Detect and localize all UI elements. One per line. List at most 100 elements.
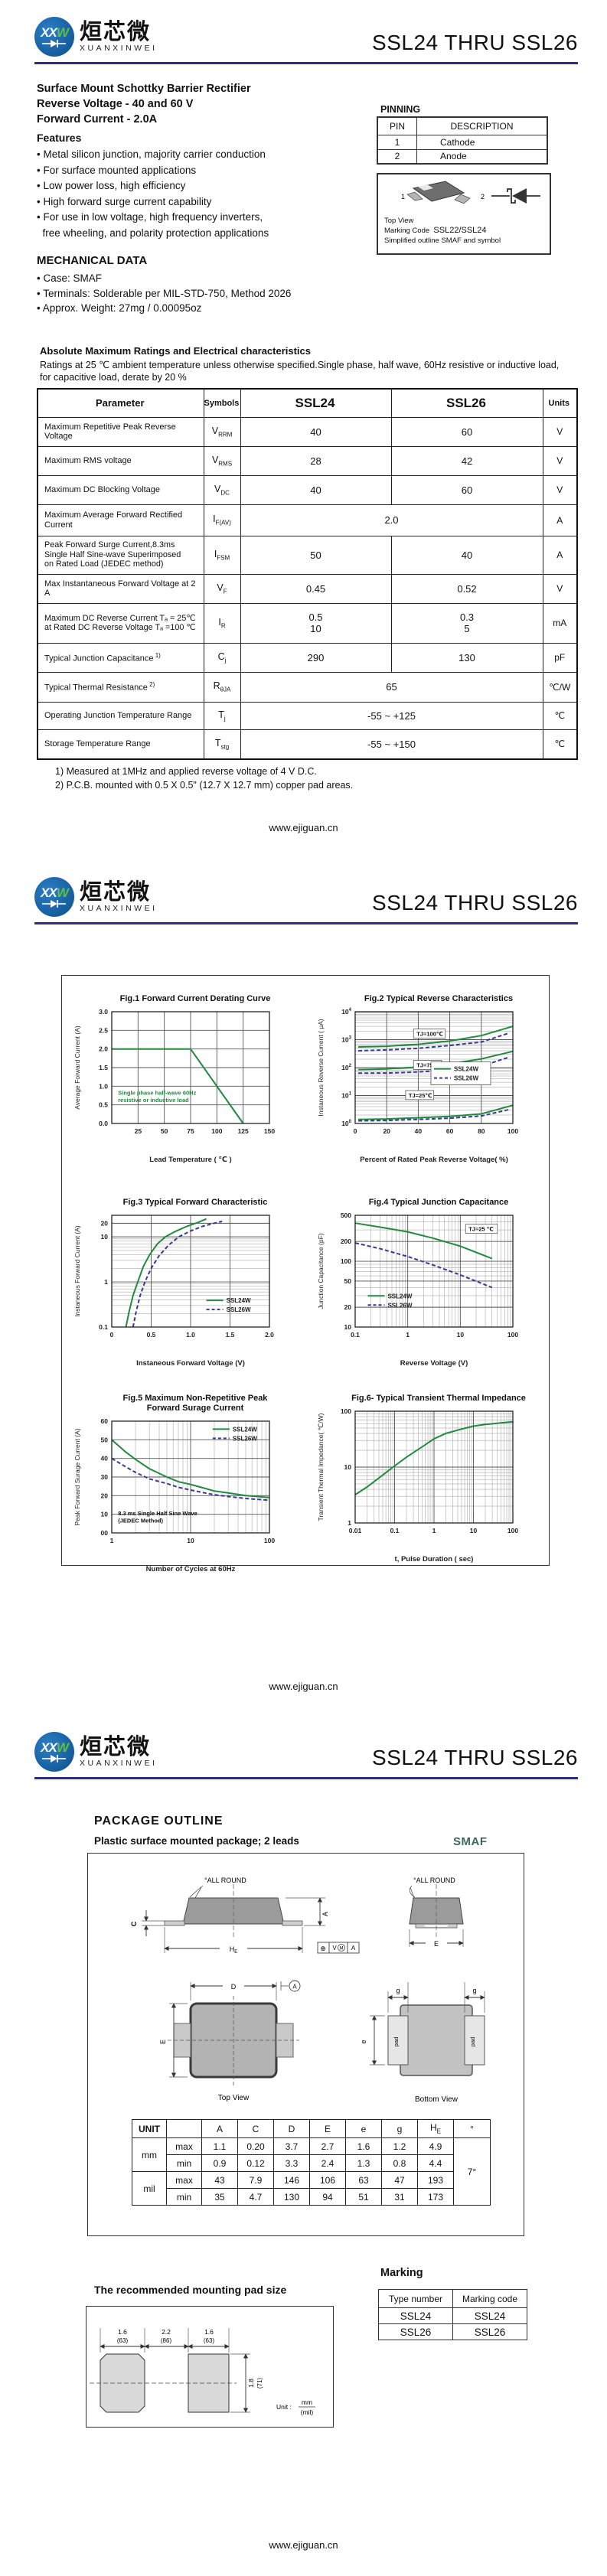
fig4-title: Fig.4 Typical Junction Capacitance (368, 1198, 509, 1207)
brand-name-en: XUANXINWEI (80, 904, 158, 914)
series-SSL24W (125, 1218, 207, 1328)
tick-label: 500 (341, 1211, 351, 1219)
tick-label: 0.5 (99, 1101, 108, 1109)
pad-unit-label: Unit : (276, 2403, 292, 2411)
dim-value-cell: 1.2 (381, 2137, 418, 2155)
diode-icon (42, 1754, 66, 1762)
value-ssl24-cell: 0.5 10 (240, 602, 392, 644)
pinning-row: 2 Anode (377, 148, 548, 165)
series-SSL24W (354, 1222, 493, 1260)
dim-subheader (166, 2119, 202, 2138)
value-ssl26-cell: 40 (390, 535, 543, 575)
mounting-pad-drawing: 1.6 (63) 2.2 (86) 1.6 (63) 1.8 (71) Unit… (90, 2328, 315, 2416)
value-ssl24-cell: 40 (240, 416, 392, 447)
feature-item: • Low power loss, high efficiency (37, 180, 186, 192)
fig6-figure: Fig.6- Typical Transient Thermal Impedan… (305, 1394, 549, 1582)
dim-unit-header: UNIT (132, 2119, 167, 2138)
dim-value-cell: 7.9 (237, 2171, 274, 2189)
ratings-note-line: Ratings at 25 ℃ ambient temperature unle… (40, 360, 560, 370)
brand-name-en: XUANXINWEI (80, 1759, 158, 1769)
package-name: SMAF (453, 1835, 488, 1848)
tick-label: 60 (101, 1417, 109, 1425)
tick-label: 50 (101, 1436, 109, 1443)
tick-label: 100 (341, 1257, 351, 1265)
ratings-row: Max Instantaneous Forward Voltage at 2 A… (37, 573, 578, 604)
unit-cell: A (542, 504, 578, 536)
series-fig2 (358, 1104, 514, 1120)
page3-header: XXW 烜芯微 XUANXINWEI SSL24 THRU SSL26 (34, 1732, 578, 1779)
dim-col-header: A (201, 2119, 238, 2138)
value-line: 10 (310, 623, 321, 634)
footer-url: www.ejiguan.cn (269, 1681, 338, 1692)
x-axis-label: Instaneous Forward Voltage (V) (136, 1359, 245, 1368)
tick-label: 80 (478, 1127, 485, 1135)
annotation: 8.3 ms Single Half Sine Wave (118, 1510, 197, 1517)
outline-top-view-label: Top View (384, 216, 414, 225)
value-ssl26-cell: 0.3 5 (390, 602, 543, 644)
param-line: Storage Temperature Range (44, 739, 151, 748)
symbol-cell: Tstg (203, 729, 241, 760)
datum-ref-a: A (292, 1984, 297, 1991)
brand-name-cn: 烜芯微 (80, 879, 152, 905)
tick-label: 40 (415, 1127, 423, 1135)
pin-number: 1 (377, 134, 417, 150)
ratings-row: Maximum Repetitive Peak Reverse Voltage V… (37, 416, 578, 447)
fig1-figure: Fig.1 Forward Current Derating Curve 25 50… (62, 994, 305, 1198)
pinning-table: PIN DESCRIPTION 1 Cathode 2 Anode (377, 116, 548, 165)
figures-panel: Fig.1 Forward Current Derating Curve 25 50… (61, 975, 550, 1573)
tick-label: 0.01 (349, 1527, 362, 1534)
symbol-cell: VF (203, 573, 241, 604)
dim-value-cell: 4.4 (417, 2154, 454, 2172)
ratings-header-cell: SSL26 (390, 388, 543, 418)
annotation: resistive or inductive load (118, 1097, 189, 1104)
package-lead-right (454, 194, 471, 204)
tick-label: 104 (341, 1008, 351, 1016)
fig6-chart: 0.01 0.1 1 10 100 1 10 100 Transient Thermal Imp… (317, 1407, 518, 1564)
pad-side-dim-value: 1.8 (247, 2379, 255, 2388)
tick-label: 0.5 (147, 1331, 156, 1339)
param-line: Maximum DC Reverse Current Tₐ = 25℃ (44, 613, 196, 623)
x-axis-label: t, Pulse Duration ( sec) (395, 1555, 474, 1564)
param-cell: Maximum RMS voltage (37, 445, 204, 476)
pin2-label: 2 (481, 193, 485, 201)
unit-cell: V (542, 416, 578, 447)
tick-label: 40 (101, 1455, 109, 1462)
brand-name-en: XUANXINWEI (80, 44, 158, 54)
dim-value-cell: 146 (273, 2171, 310, 2189)
param-line: Max Instantaneous Forward Voltage at 2 A (44, 579, 196, 598)
param-line: Maximum Average Forward Rectified Curren… (44, 510, 183, 530)
ratings-row: Peak Forward Surge Current,8.3ms Single H… (37, 535, 578, 575)
marking-code-value: SSL22/SSL24 (433, 226, 487, 235)
ratings-heading: Absolute Maximum Ratings and Electrical … (40, 345, 312, 357)
y-axis-label: Instaneous Reverse Current ( μA) (317, 1019, 325, 1116)
tick-label: 100 (507, 1527, 518, 1534)
value-line: 0.3 (459, 611, 475, 623)
series-SSL24W (111, 1439, 270, 1498)
dim-value-cell: 3.3 (273, 2154, 310, 2172)
value-cell: -55 ~ +125 (240, 701, 543, 730)
fig4-figure: Fig.4 Typical Junction Capacitance 0.1 1 10… (305, 1198, 549, 1394)
legend-label: SSL26W (227, 1306, 251, 1313)
param-line: Typical Junction Capacitance 1) (44, 651, 161, 664)
package-outline-heading: PACKAGE OUTLINE (94, 1815, 224, 1828)
page2-header: XXW 烜芯微 XUANXINWEI SSL24 THRU SSL26 (34, 877, 578, 924)
datum-plus: ⊕ (320, 1945, 326, 1952)
tick-label: 60 (446, 1127, 454, 1135)
ratings-row: Operating Junction Temperature Range Tj -5… (37, 701, 578, 730)
tick-label: 103 (341, 1036, 351, 1044)
marking-row: SSL24 SSL24 (378, 2307, 527, 2324)
brand-logo-icon: XXW (34, 877, 74, 917)
marking-row: SSL26 SSL26 (378, 2323, 527, 2340)
value-ssl24-cell: 50 (240, 535, 392, 575)
unit-cell: pF (542, 642, 578, 673)
outline-caption: Simplified outline SMAF and symbol (384, 236, 501, 245)
pad-side-dim-mil: (71) (256, 2378, 263, 2389)
param-cell: Peak Forward Surge Current,8.3ms Single H… (37, 535, 204, 575)
tick-label: 20 (344, 1303, 352, 1311)
brand-names: 烜芯微 XUANXINWEI (80, 1735, 158, 1769)
fig1-title: Fig.1 Forward Current Derating Curve (119, 994, 271, 1003)
pad-label: pad (469, 2037, 476, 2047)
ratings-header-cell: Units (542, 388, 578, 418)
ratings-notes: Ratings at 25 ℃ ambient temperature unle… (40, 359, 576, 383)
brand-logo: XXW 烜芯微 XUANXINWEI (34, 1732, 158, 1772)
